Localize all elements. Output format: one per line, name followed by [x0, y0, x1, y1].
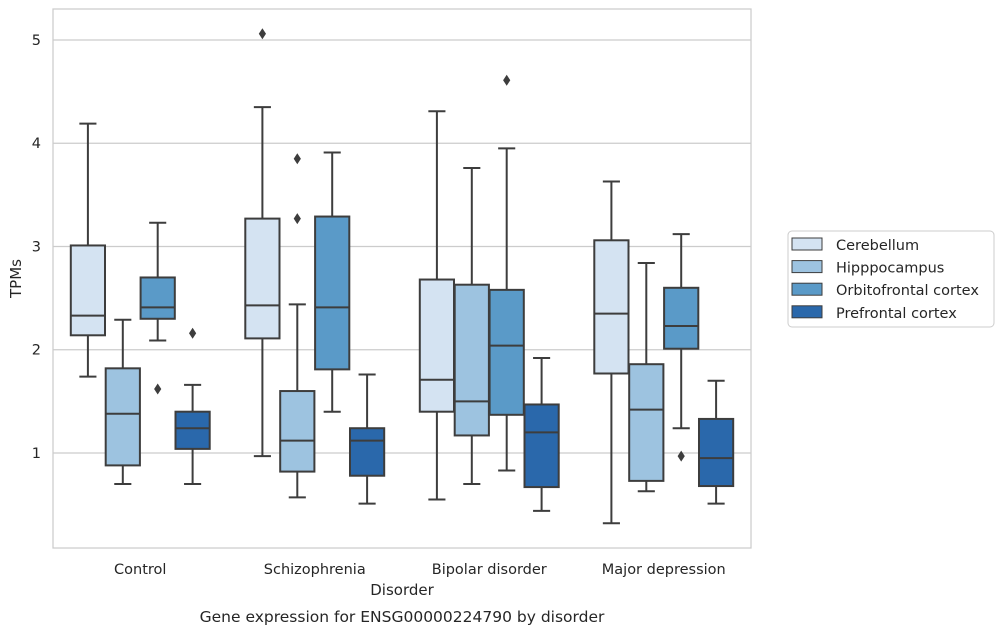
chart-caption: Gene expression for ENSG00000224790 by d… [200, 608, 605, 626]
legend-swatch [791, 282, 823, 296]
y-tick-label: 2 [32, 343, 41, 359]
box-cerebellum [244, 28, 281, 458]
box-prefrontal-cortex [697, 379, 735, 505]
box-orbitofrontal-cortex [139, 221, 176, 395]
box-hipppocampus [453, 167, 490, 485]
iqr-box [697, 417, 735, 488]
legend-item: Orbitofrontal cortex [791, 282, 979, 299]
outlier-point [189, 327, 197, 339]
box-cerebellum [593, 180, 630, 525]
iqr-box [593, 239, 630, 375]
y-tick-label: 1 [32, 446, 41, 462]
box-cerebellum [418, 110, 456, 501]
iqr-box [244, 217, 281, 340]
x-tick-label: Control [114, 562, 166, 578]
y-tick-label: 4 [32, 136, 41, 152]
legend-label: Prefrontal cortex [836, 306, 957, 322]
box-prefrontal-cortex [348, 373, 386, 505]
legend-swatch [791, 305, 823, 319]
legend-label: Cerebellum [836, 238, 919, 254]
x-tick-label: Schizophrenia [264, 562, 366, 578]
legend: Cerebellum Hipppocampus Orbitofrontal cort… [787, 230, 995, 328]
outlier-point [293, 213, 301, 225]
outlier-point [677, 450, 685, 462]
x-axis-ticks: Control Schizophrenia Bipolar disorder Majo… [114, 562, 726, 578]
iqr-box [139, 276, 176, 320]
box-orbitofrontal-cortex [314, 151, 351, 413]
y-axis-ticks: 1 2 3 4 5 [32, 33, 41, 462]
box-prefrontal-cortex [174, 327, 211, 485]
box-cerebellum [69, 122, 107, 378]
box-hipppocampus [628, 262, 665, 493]
box-hipppocampus [279, 153, 316, 499]
y-axis-title: TPMs [7, 259, 25, 299]
legend-item: Cerebellum [791, 237, 919, 254]
legend-frame [787, 230, 995, 328]
x-axis-title: Disorder [370, 581, 434, 599]
iqr-box [663, 286, 700, 350]
box-orbitofrontal-cortex [663, 233, 700, 462]
iqr-box [348, 427, 386, 477]
x-tick-label: Bipolar disorder [432, 562, 547, 578]
iqr-box [488, 288, 525, 416]
box-orbitofrontal-cortex [488, 74, 525, 472]
iqr-box [523, 403, 560, 489]
iqr-box [453, 283, 490, 437]
y-tick-label: 3 [32, 239, 41, 255]
iqr-box [314, 215, 351, 371]
outlier-point [258, 28, 266, 40]
plot-frame [52, 8, 752, 549]
outlier-point [503, 74, 511, 86]
iqr-box [104, 367, 141, 467]
legend-swatch [791, 260, 823, 274]
box-prefrontal-cortex [523, 357, 560, 512]
legend-label: Hipppocampus [836, 261, 944, 277]
legend-item: Prefrontal cortex [791, 305, 957, 322]
legend-swatch [791, 237, 823, 251]
outlier-point [154, 383, 162, 395]
iqr-box [628, 363, 665, 482]
iqr-box [69, 244, 107, 337]
box-plot-area [69, 28, 735, 525]
y-tick-label: 5 [32, 33, 41, 49]
iqr-box [279, 390, 316, 473]
legend-item: Hipppocampus [791, 260, 944, 277]
box-hipppocampus [104, 318, 141, 485]
iqr-box [174, 410, 211, 450]
outlier-point [293, 153, 301, 165]
x-tick-label: Major depression [602, 562, 726, 578]
iqr-box [418, 278, 456, 413]
legend-label: Orbitofrontal cortex [836, 283, 979, 299]
